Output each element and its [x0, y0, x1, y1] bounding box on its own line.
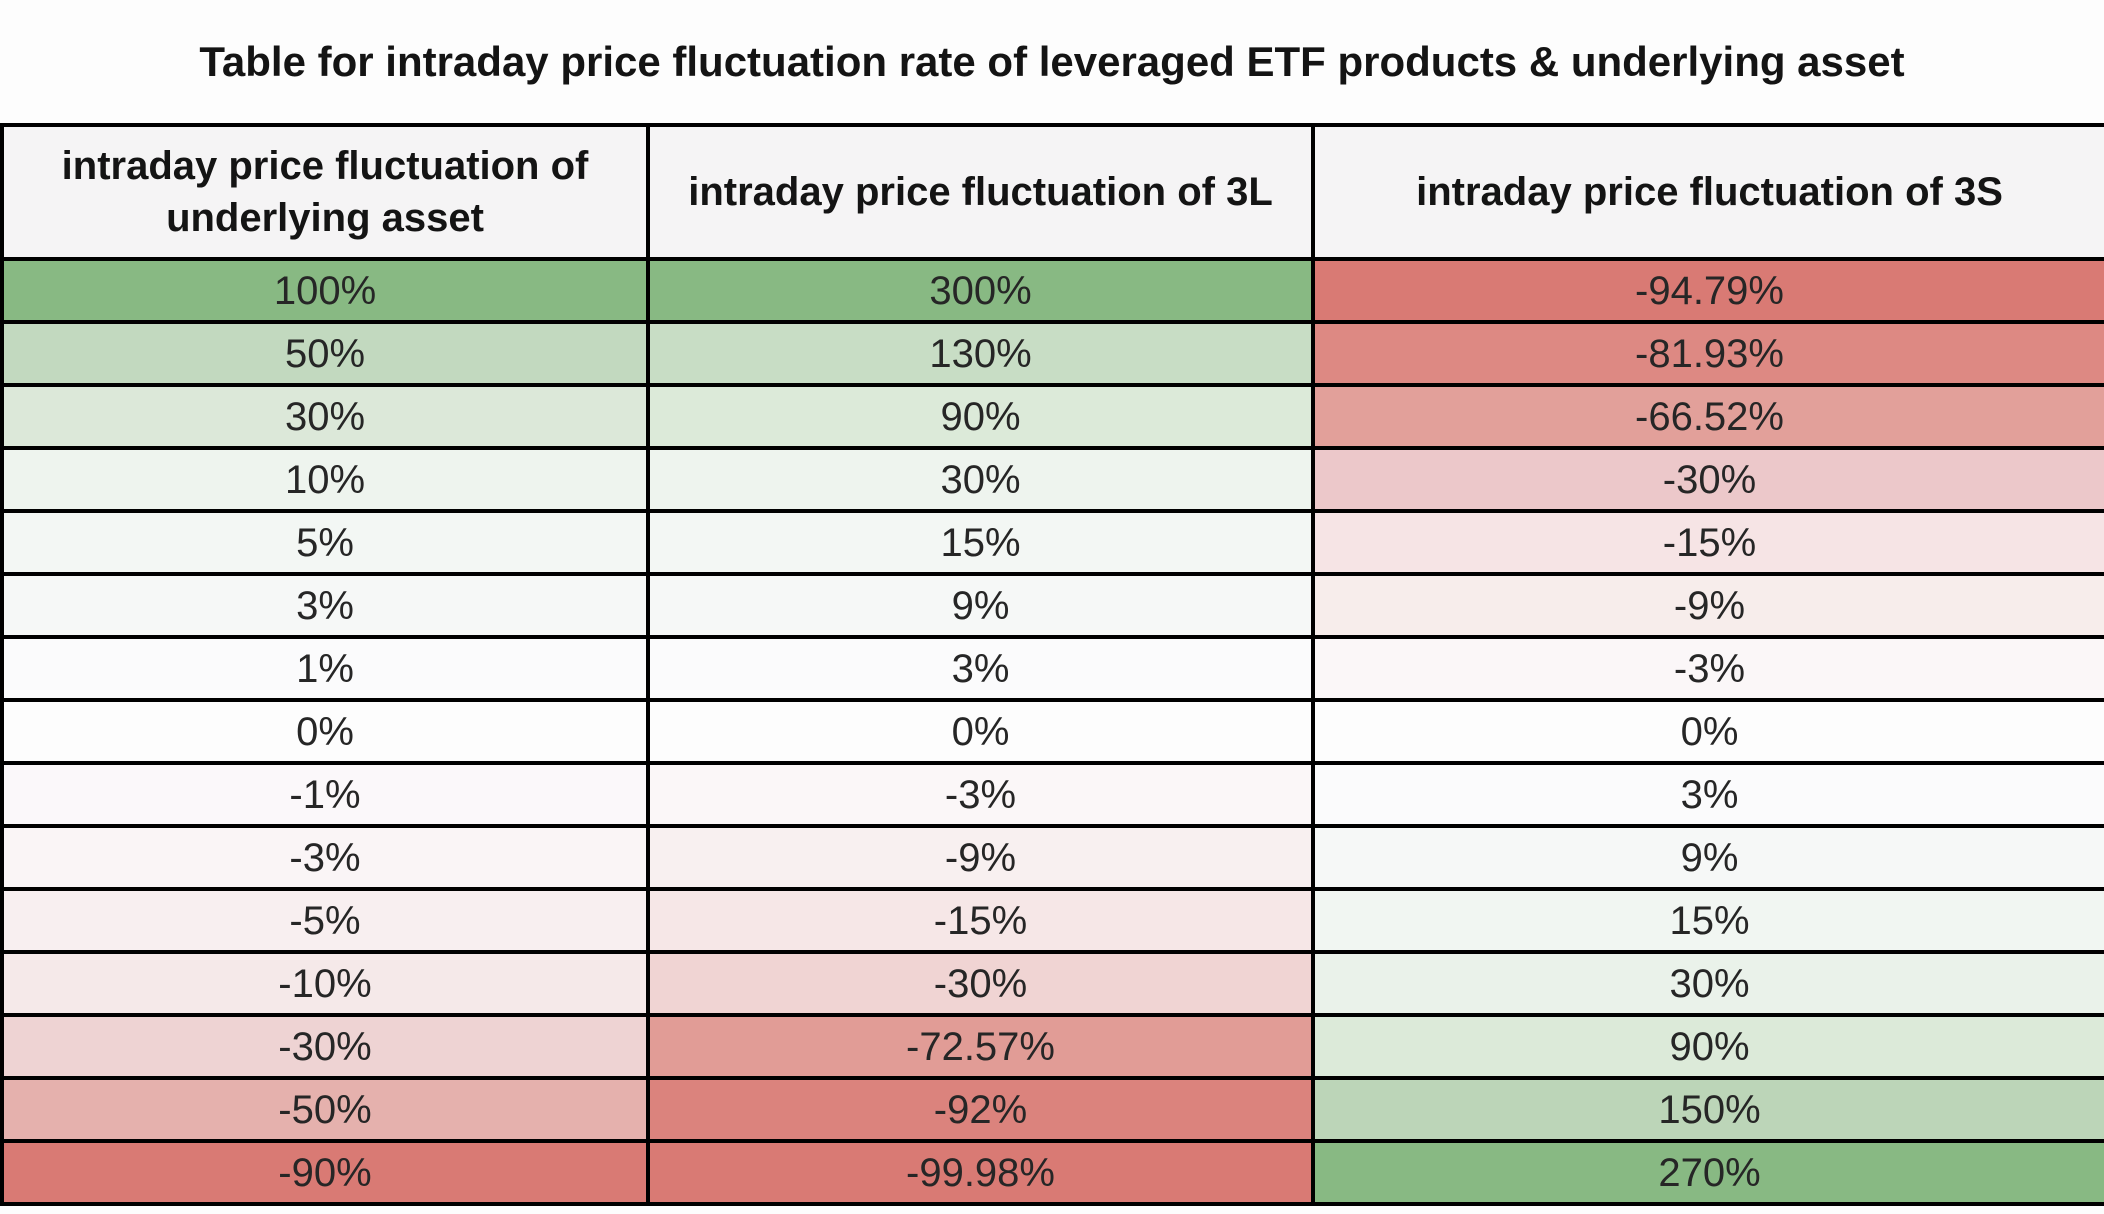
- table-row: 0% 0% 0%: [0, 698, 2104, 765]
- table-cell: -9%: [1311, 572, 2104, 639]
- table-cell: 150%: [1311, 1076, 2104, 1143]
- table-cell: 90%: [1311, 1013, 2104, 1080]
- table-cell: -3%: [1311, 635, 2104, 702]
- table-cell: -30%: [0, 1013, 650, 1080]
- page-title: Table for intraday price fluctuation rat…: [199, 37, 1905, 85]
- table-row: -1% -3% 3%: [0, 761, 2104, 828]
- table-cell: 0%: [0, 698, 650, 765]
- table-cell: 100%: [0, 257, 650, 324]
- table-cell: 30%: [1311, 950, 2104, 1017]
- table-cell: 15%: [1311, 887, 2104, 954]
- table-row: 30% 90% -66.52%: [0, 383, 2104, 450]
- table-row: -10% -30% 30%: [0, 950, 2104, 1017]
- table-cell: -15%: [1311, 509, 2104, 576]
- etf-fluctuation-table: intraday price fluctuation of underlying…: [0, 123, 2104, 1206]
- table-cell: -99.98%: [646, 1139, 1315, 1206]
- table-cell: 270%: [1311, 1139, 2104, 1206]
- table-cell: -15%: [646, 887, 1315, 954]
- table-row: -50% -92% 150%: [0, 1076, 2104, 1143]
- table-cell: -66.52%: [1311, 383, 2104, 450]
- table-cell: -81.93%: [1311, 320, 2104, 387]
- table-row: 100% 300% -94.79%: [0, 257, 2104, 324]
- table-cell: 3%: [646, 635, 1315, 702]
- table-cell: 5%: [0, 509, 650, 576]
- table-cell: -50%: [0, 1076, 650, 1143]
- table-cell: -1%: [0, 761, 650, 828]
- table-cell: -10%: [0, 950, 650, 1017]
- table-row: -30% -72.57% 90%: [0, 1013, 2104, 1080]
- table-row: 50% 130% -81.93%: [0, 320, 2104, 387]
- table-row: -3% -9% 9%: [0, 824, 2104, 891]
- table-row: 3% 9% -9%: [0, 572, 2104, 639]
- table-cell: 10%: [0, 446, 650, 513]
- table-row: 10% 30% -30%: [0, 446, 2104, 513]
- table-cell: 15%: [646, 509, 1315, 576]
- table-cell: -30%: [646, 950, 1315, 1017]
- table-cell: 90%: [646, 383, 1315, 450]
- table-cell: 3%: [0, 572, 650, 639]
- table-cell: 1%: [0, 635, 650, 702]
- table-cell: -72.57%: [646, 1013, 1315, 1080]
- table-cell: -3%: [646, 761, 1315, 828]
- table-row: 1% 3% -3%: [0, 635, 2104, 702]
- table-cell: 0%: [646, 698, 1315, 765]
- table-cell: 0%: [1311, 698, 2104, 765]
- table-cell: -90%: [0, 1139, 650, 1206]
- table-cell: 9%: [646, 572, 1315, 639]
- table-cell: -9%: [646, 824, 1315, 891]
- col-header-underlying-asset: intraday price fluctuation of underlying…: [0, 123, 650, 261]
- table-row: -5% -15% 15%: [0, 887, 2104, 954]
- table-body: 100% 300% -94.79% 50% 130% -81.93% 30% 90% -66.5…: [0, 257, 2104, 1206]
- table-row: -90% -99.98% 270%: [0, 1139, 2104, 1206]
- table-row: 5% 15% -15%: [0, 509, 2104, 576]
- table-cell: -5%: [0, 887, 650, 954]
- table-cell: 3%: [1311, 761, 2104, 828]
- table-cell: 30%: [0, 383, 650, 450]
- table-cell: 9%: [1311, 824, 2104, 891]
- table-cell: -94.79%: [1311, 257, 2104, 324]
- table-cell: -3%: [0, 824, 650, 891]
- col-header-3l: intraday price fluctuation of 3L: [646, 123, 1315, 261]
- table-cell: -92%: [646, 1076, 1315, 1143]
- table-cell: 30%: [646, 446, 1315, 513]
- col-header-3s: intraday price fluctuation of 3S: [1311, 123, 2104, 261]
- table-cell: 300%: [646, 257, 1315, 324]
- table-cell: 130%: [646, 320, 1315, 387]
- table-cell: -30%: [1311, 446, 2104, 513]
- header-row: intraday price fluctuation of underlying…: [0, 123, 2104, 261]
- table-cell: 50%: [0, 320, 650, 387]
